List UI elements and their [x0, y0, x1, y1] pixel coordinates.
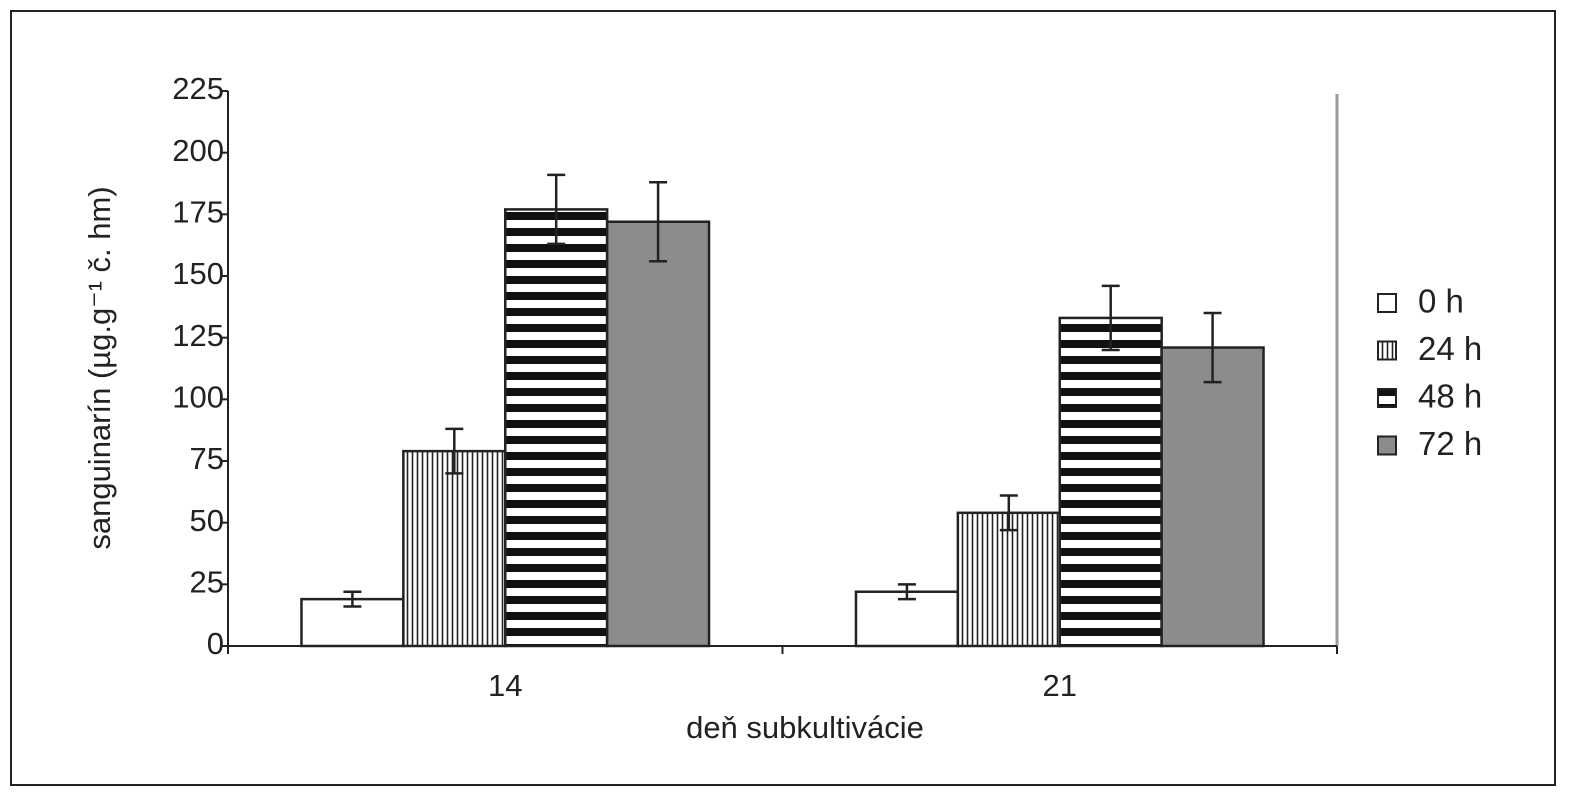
y-tick-label: 25 — [190, 565, 224, 600]
error-bar — [897, 583, 916, 601]
bar — [956, 511, 1061, 648]
error-bar — [649, 181, 668, 263]
legend-swatch — [1377, 293, 1397, 313]
error-bar — [445, 427, 464, 475]
legend-label: 48 h — [1418, 378, 1482, 415]
error-bar — [547, 173, 566, 246]
bar — [854, 590, 960, 648]
y-axis-label: sanguinarín (µg.g⁻¹ č. hm) — [82, 186, 117, 549]
y-tick-label: 0 — [207, 626, 224, 661]
legend-label: 24 h — [1418, 330, 1482, 367]
bar — [605, 220, 711, 648]
bar — [1160, 346, 1265, 648]
bar — [402, 449, 507, 648]
y-tick-label: 100 — [172, 380, 224, 415]
y-tick-label: 225 — [172, 71, 224, 106]
error-bar — [1203, 311, 1222, 384]
y-tick-label: 175 — [172, 195, 224, 230]
x-tick-label: 14 — [488, 668, 522, 703]
error-bar — [999, 494, 1018, 532]
bar — [1058, 316, 1163, 648]
frame — [10, 10, 1556, 786]
legend-label: 72 h — [1418, 425, 1482, 462]
legend-swatch — [1377, 435, 1397, 456]
y-tick-label: 125 — [172, 318, 224, 353]
legend-swatch — [1377, 388, 1397, 408]
error-bar — [343, 590, 362, 608]
x-tick-label: 21 — [1043, 668, 1077, 703]
x-axis-label: deň subkultivácie — [686, 710, 924, 745]
y-tick-label: 75 — [190, 441, 224, 476]
y-tick-label: 200 — [172, 133, 224, 168]
y-tick-label: 50 — [190, 503, 224, 538]
error-bar — [1101, 284, 1120, 352]
y-tick-label: 150 — [172, 256, 224, 291]
bar — [300, 597, 405, 648]
bar — [504, 208, 609, 648]
legend-swatch — [1377, 340, 1397, 361]
legend-label: 0 h — [1418, 283, 1464, 320]
